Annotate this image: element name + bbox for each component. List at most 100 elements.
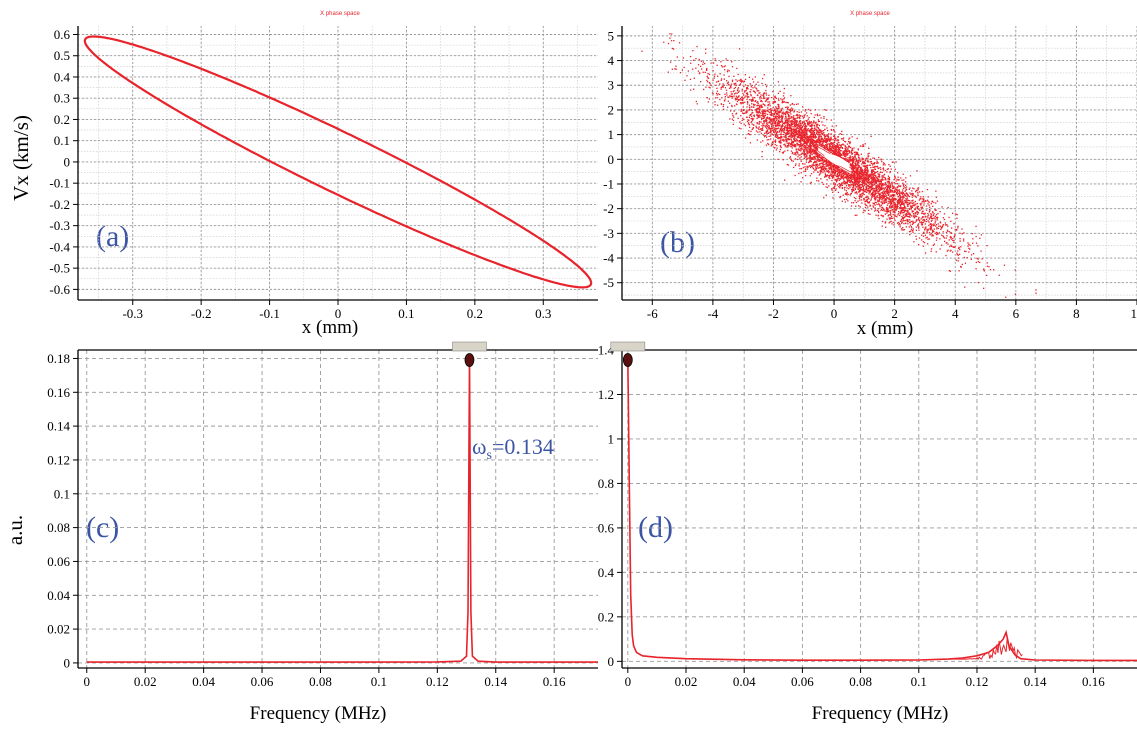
scatter-point bbox=[837, 146, 839, 148]
scatter-point bbox=[841, 176, 843, 178]
scatter-point bbox=[796, 136, 799, 139]
scatter-point bbox=[863, 161, 866, 164]
scatter-point bbox=[909, 212, 911, 215]
scatter-point bbox=[751, 109, 753, 111]
scatter-point bbox=[796, 158, 798, 161]
scatter-point bbox=[751, 123, 753, 125]
scatter-point bbox=[746, 111, 748, 113]
scatter-point bbox=[793, 123, 795, 125]
scatter-point bbox=[734, 93, 736, 95]
scatter-point bbox=[872, 166, 874, 168]
scatter-point bbox=[891, 188, 894, 190]
scatter-point bbox=[833, 166, 835, 168]
scatter-point bbox=[727, 96, 729, 98]
scatter-point bbox=[759, 98, 761, 100]
scatter-point bbox=[888, 176, 891, 179]
scatter-point bbox=[771, 97, 773, 99]
scatter-point bbox=[786, 163, 788, 166]
scatter-point bbox=[732, 90, 734, 93]
scatter-point bbox=[909, 192, 911, 194]
scatter-point bbox=[819, 144, 821, 146]
scatter-point bbox=[800, 143, 802, 145]
scatter-point bbox=[714, 97, 717, 99]
scatter-point bbox=[921, 234, 923, 236]
scatter-point bbox=[746, 98, 748, 100]
scatter-point bbox=[775, 112, 777, 114]
scatter-point bbox=[800, 133, 802, 136]
scatter-point bbox=[833, 187, 835, 189]
scatter-point bbox=[753, 114, 755, 116]
scatter-point bbox=[808, 161, 810, 163]
scatter-point bbox=[959, 240, 961, 242]
scatter-point bbox=[828, 143, 830, 145]
scatter-point bbox=[869, 205, 871, 207]
scatter-point bbox=[851, 160, 853, 162]
scatter-point bbox=[766, 139, 768, 141]
scatter-point bbox=[904, 201, 906, 203]
scatter-point bbox=[907, 203, 910, 205]
scatter-point bbox=[780, 146, 782, 149]
scatter-point bbox=[750, 130, 752, 133]
scatter-point bbox=[624, 17, 625, 18]
scatter-point bbox=[762, 129, 764, 131]
scatter-point bbox=[816, 160, 818, 162]
scatter-point bbox=[905, 214, 907, 216]
scatter-point bbox=[853, 168, 855, 170]
scatter-point bbox=[823, 115, 825, 118]
scatter-point bbox=[945, 254, 947, 257]
scatter-point bbox=[867, 181, 869, 183]
scatter-point bbox=[839, 173, 841, 175]
scatter-point bbox=[877, 173, 879, 175]
scatter-point bbox=[931, 219, 933, 221]
scatter-point bbox=[891, 191, 893, 193]
scatter-point bbox=[749, 114, 751, 117]
scatter-point bbox=[955, 259, 958, 261]
scatter-point bbox=[779, 125, 781, 127]
scatter-point bbox=[825, 163, 827, 165]
scatter-point bbox=[884, 199, 886, 201]
scatter-point bbox=[983, 269, 985, 271]
scatter-point bbox=[849, 181, 851, 183]
scatter-point bbox=[829, 139, 832, 141]
scatter-point bbox=[839, 133, 841, 135]
scatter-point bbox=[845, 177, 847, 179]
scatter-point bbox=[746, 110, 748, 112]
scatter-point bbox=[960, 246, 962, 248]
scatter-point bbox=[929, 209, 931, 211]
scatter-point bbox=[923, 231, 925, 233]
scatter-point bbox=[882, 195, 885, 197]
scatter-point bbox=[916, 213, 919, 215]
scatter-point bbox=[757, 108, 760, 110]
scatter-point bbox=[773, 120, 775, 122]
scatter-point bbox=[820, 145, 822, 147]
scatter-point bbox=[922, 219, 924, 221]
scatter-point bbox=[924, 252, 927, 254]
scatter-point bbox=[866, 177, 869, 179]
scatter-point bbox=[889, 221, 891, 223]
scatter-point bbox=[810, 134, 812, 136]
scatter-point bbox=[917, 189, 919, 191]
scatter-point bbox=[830, 133, 832, 135]
scatter-point bbox=[725, 58, 727, 60]
scatter-point bbox=[776, 118, 778, 121]
scatter-point bbox=[817, 158, 819, 160]
scatter-point bbox=[816, 147, 818, 149]
scatter-point bbox=[865, 204, 867, 206]
scatter-point bbox=[890, 205, 892, 208]
scatter-point bbox=[881, 160, 883, 163]
scatter-point bbox=[775, 127, 777, 130]
scatter-point bbox=[851, 173, 853, 175]
scatter-point bbox=[957, 254, 959, 256]
scatter-point bbox=[883, 188, 886, 190]
scatter-point bbox=[873, 203, 875, 205]
scatter-point bbox=[810, 130, 812, 132]
scatter-point bbox=[756, 105, 758, 107]
scatter-point bbox=[884, 182, 886, 184]
scatter-point bbox=[758, 90, 760, 92]
scatter-point bbox=[767, 116, 769, 118]
scatter-point bbox=[700, 65, 702, 67]
scatter-point bbox=[935, 233, 938, 236]
scatter-point bbox=[839, 154, 841, 157]
scatter-point bbox=[810, 133, 812, 135]
scatter-point bbox=[794, 144, 797, 146]
